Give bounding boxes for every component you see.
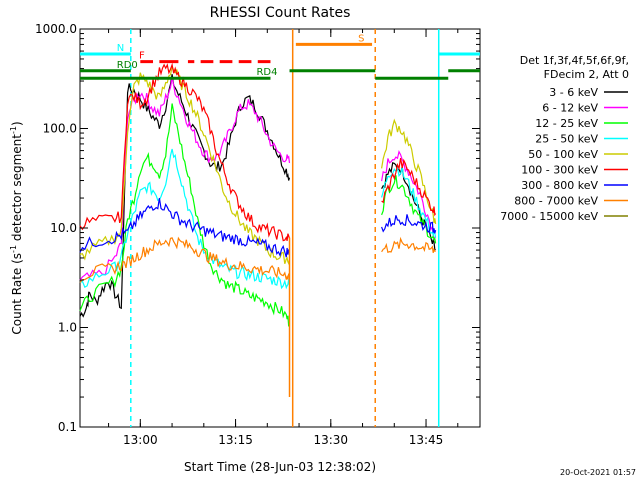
legend-label: 100 - 300 keV [521,164,598,177]
legend-label: 50 - 100 keV [528,148,598,161]
y-tick-label: 1.0 [58,321,77,335]
x-tick-label: 13:00 [123,433,158,447]
series-line [381,158,437,217]
x-axis-label: Start Time (28-Jun-03 12:38:02) [184,460,376,474]
x-tick-label: 13:30 [313,433,348,447]
legend-label: 800 - 7000 keV [514,195,598,208]
legend: Det 1f,3f,4f,5f,6f,9f, FDecim 2, Att 0 3… [500,54,629,223]
y-tick-label: 1000.0 [35,22,77,36]
legend-header-line-1: Det 1f,3f,4f,5f,6f,9f, [520,54,629,67]
series-line [79,77,291,281]
legend-label: 25 - 50 keV [535,133,598,146]
y-label-exp-2: -1 [9,126,18,134]
y-tick-label: 0.1 [58,420,77,434]
y-label-part-1: Count Rate (s [10,253,24,335]
state-bar-label: RD0 [117,60,138,71]
x-tick-label: 13:15 [218,433,253,447]
series-line [381,214,437,234]
series-line [381,175,437,244]
attenuator-bars: N F S RD0 RD4 [80,33,480,80]
legend-header-line-2: FDecim 2, Att 0 [544,68,629,81]
state-bar-label: S [358,33,364,44]
y-label-exp-1: -1 [9,245,18,253]
series-line [79,103,291,327]
y-label-part-3: ) [10,121,24,126]
series-line [79,64,291,266]
state-bar-label: F [139,51,145,62]
y-tick-label: 100.0 [43,122,77,136]
legend-label: 3 - 6 keV [549,86,598,99]
state-bar-label: RD4 [256,67,277,78]
series-line [79,62,291,242]
axes: 13:00 13:15 13:30 13:45 0.1 1.0 10.0 100.0 1000.… [35,22,480,447]
legend-label: 12 - 25 keV [535,117,598,130]
y-tick-label: 10.0 [50,221,77,235]
y-axis-label: Count Rate (s-1 detector segment-1) [9,121,24,334]
y-label-part-2: detector segment [10,134,24,245]
state-bar-label: N [117,43,124,54]
legend-label: 7000 - 15000 keV [500,210,598,223]
series-line [381,236,436,254]
series-line [79,236,291,283]
x-tick-label: 13:45 [409,433,444,447]
footer-timestamp: 20-Oct-2021 01:57 [560,468,636,477]
legend-label: 300 - 800 keV [521,179,598,192]
series-line [79,198,291,258]
series-layer [79,62,437,398]
chart-title: RHESSI Count Rates [210,5,351,21]
legend-label: 6 - 12 keV [542,102,598,115]
series-line [381,118,437,224]
